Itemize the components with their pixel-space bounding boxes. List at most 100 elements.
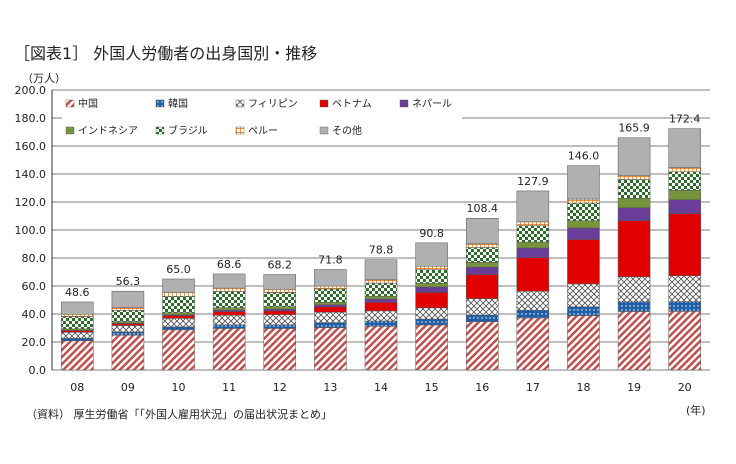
legend-label: ベトナム	[332, 98, 372, 110]
bar-segment	[162, 326, 195, 331]
total-label: 48.6	[65, 286, 90, 299]
legend-label: インドネシア	[78, 125, 138, 137]
bar-segment	[516, 309, 550, 319]
bar-segment	[516, 190, 550, 223]
bar-segment	[516, 290, 550, 311]
bar-segment	[567, 165, 600, 200]
bar-segment	[111, 323, 145, 326]
bar-segment	[567, 306, 600, 316]
bar-segment	[162, 292, 195, 297]
legend-label: ネパール	[412, 98, 452, 110]
bar-segment	[61, 330, 94, 333]
x-tick-label: 10	[172, 381, 186, 394]
bar-segment	[212, 315, 246, 326]
bar-segment	[668, 199, 701, 214]
y-tick-label: 200.0	[15, 84, 47, 97]
bar-segment	[61, 301, 94, 315]
bar-segment	[162, 296, 195, 313]
legend-swatch	[65, 126, 75, 135]
total-label: 71.8	[318, 253, 343, 266]
legend-swatch	[235, 126, 245, 135]
x-tick-label: 11	[222, 381, 236, 394]
x-tick-label: 19	[627, 381, 641, 394]
bar-segment	[668, 275, 701, 302]
bar-segment	[617, 198, 651, 208]
x-tick-label: 16	[475, 381, 489, 394]
bar-segment	[415, 307, 448, 320]
x-tick-label: 08	[70, 381, 84, 394]
bar-segment	[465, 321, 499, 371]
bar-segment	[465, 274, 499, 299]
legend-swatch	[155, 99, 165, 108]
legend-label: 中国	[78, 97, 98, 110]
bar-segment	[567, 220, 600, 229]
bar-segment	[162, 278, 195, 293]
bar-segment	[364, 310, 398, 322]
bar-segment	[465, 266, 499, 275]
legend-swatch	[65, 99, 75, 108]
bar-segment	[516, 225, 550, 243]
y-tick-label: 20.0	[22, 336, 47, 349]
bar-segment	[314, 304, 347, 308]
bar-segment	[415, 269, 448, 284]
bar-segment	[263, 324, 297, 329]
bar-segment	[415, 318, 448, 326]
bar-segment	[668, 171, 701, 191]
bar-segment	[617, 175, 651, 180]
bar-segment	[364, 259, 398, 281]
y-tick-label: 180.0	[15, 112, 47, 125]
bar-segment	[567, 198, 600, 204]
bar-segment	[111, 325, 145, 333]
bar-segment	[162, 318, 195, 328]
total-label: 68.6	[217, 258, 242, 271]
y-axis-unit: （万人）	[22, 72, 66, 85]
bar-segment	[567, 283, 600, 307]
legend-swatch	[319, 99, 329, 108]
bar-segment	[364, 320, 398, 327]
bar-segment	[263, 310, 297, 315]
bar-segment	[415, 324, 448, 371]
bars	[61, 128, 701, 371]
bar-segment	[61, 332, 94, 339]
x-tick-label: 09	[121, 381, 135, 394]
bar-segment	[162, 312, 195, 316]
bar-segment	[111, 307, 145, 311]
bar-segment	[61, 314, 94, 317]
legend-label: ブラジル	[168, 124, 208, 137]
x-tick-label: 20	[678, 381, 692, 394]
bar-segment	[263, 292, 297, 307]
total-label: 68.2	[268, 259, 293, 272]
chart-title: ［図表1］ 外国人労働者の出身国別・推移	[14, 44, 318, 63]
bar-segment	[567, 239, 600, 285]
legend-label: ペルー	[248, 126, 278, 137]
bar-segment	[465, 262, 499, 268]
legend-background	[62, 95, 462, 143]
bar-segment	[364, 302, 398, 312]
bar-segment	[516, 257, 550, 292]
bar-segment	[314, 301, 347, 306]
bar-segment	[465, 298, 499, 316]
total-label: 78.8	[369, 244, 394, 257]
bar-segment	[617, 311, 651, 371]
bar-segment	[212, 328, 246, 371]
bar-segment	[415, 282, 448, 288]
y-tick-label: 0.0	[29, 364, 47, 377]
bar-segment	[212, 309, 246, 313]
y-tick-label: 60.0	[22, 280, 47, 293]
bar-segment	[61, 340, 94, 371]
bar-segment	[516, 221, 550, 226]
bar-segment	[111, 321, 145, 324]
bar-segment	[465, 314, 499, 322]
bar-segment	[314, 327, 347, 371]
bar-segment	[567, 202, 600, 222]
bar-segment	[212, 291, 246, 308]
bar-segment	[364, 326, 398, 371]
total-label: 172.4	[669, 113, 701, 126]
legend-swatch	[319, 126, 329, 135]
bar-segment	[617, 301, 651, 312]
bar-segment	[617, 276, 651, 303]
x-tick-label: 14	[374, 381, 388, 394]
bar-segment	[263, 274, 297, 290]
bar-segment	[617, 220, 651, 278]
